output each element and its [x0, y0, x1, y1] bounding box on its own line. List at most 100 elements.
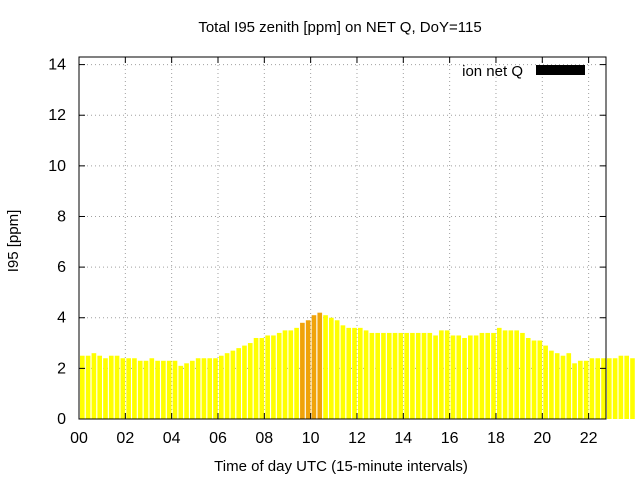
y-tick-label: 10 [48, 158, 66, 175]
x-axis-title: Time of day UTC (15-minute intervals) [214, 458, 468, 475]
bar [149, 358, 155, 419]
bar [525, 337, 531, 419]
bar [514, 330, 519, 419]
bar [294, 327, 299, 419]
y-axis-title: I95 [ppm] [5, 210, 22, 273]
bar [508, 330, 514, 419]
x-tick-label: 14 [394, 430, 412, 447]
bar [496, 327, 502, 419]
bar [126, 358, 131, 419]
legend: ion net Q [462, 63, 585, 80]
bar [468, 335, 473, 419]
chart-title: Total I95 zenith [ppm] on NET Q, DoY=115 [198, 19, 481, 36]
legend-swatch [536, 65, 585, 75]
bar [207, 358, 213, 419]
bar [91, 353, 97, 419]
y-tick-label: 0 [57, 411, 66, 428]
bar [195, 358, 201, 419]
bar [462, 337, 467, 419]
bar [282, 330, 288, 419]
bar [491, 332, 496, 419]
bar [247, 343, 253, 419]
bar [369, 332, 375, 419]
x-tick-label: 06 [209, 430, 227, 447]
y-tick-label: 2 [57, 360, 66, 377]
bar [618, 355, 624, 419]
bar [473, 335, 479, 419]
bar [213, 358, 218, 419]
x-tick-label: 16 [441, 430, 459, 447]
bar [132, 358, 137, 419]
plot-frame [78, 56, 607, 420]
bar [346, 327, 352, 419]
bar [415, 332, 421, 419]
bar [80, 355, 85, 419]
bar [543, 345, 548, 419]
bar [265, 335, 270, 419]
bar [520, 332, 525, 419]
bar [433, 335, 438, 419]
bar [595, 358, 601, 419]
bar [276, 332, 282, 419]
bar [583, 360, 589, 419]
bar [410, 332, 415, 419]
bar [114, 355, 120, 419]
bar [334, 320, 340, 419]
x-tick-label: 20 [533, 430, 551, 447]
y-tick-label: 12 [48, 107, 66, 124]
bar [444, 330, 450, 419]
bar [236, 348, 241, 419]
bar [103, 358, 108, 419]
x-tick-label: 12 [348, 430, 366, 447]
x-tick-label: 10 [302, 430, 320, 447]
bar [161, 360, 166, 419]
bar [201, 358, 207, 419]
bar [578, 360, 583, 419]
bar [259, 337, 265, 419]
bar [421, 332, 427, 419]
bar [300, 322, 305, 419]
x-tick-label: 08 [255, 430, 273, 447]
bar [612, 358, 618, 419]
x-tick-label: 00 [70, 430, 88, 447]
bar [85, 355, 91, 419]
bar [560, 355, 566, 419]
bar [172, 360, 178, 419]
bar [601, 358, 606, 419]
bar [554, 353, 560, 419]
x-axis-ticks: 00 02 04 06 08 10 12 14 16 18 20 22 [70, 57, 598, 447]
bar [386, 332, 392, 419]
bar [537, 340, 543, 419]
bar [97, 355, 103, 419]
bar [352, 327, 357, 419]
y-tick-label: 4 [57, 310, 66, 327]
bar [566, 353, 572, 419]
bars [80, 312, 635, 419]
bar [485, 332, 491, 419]
y-axis-ticks: 0 2 4 6 8 10 12 14 [48, 57, 606, 428]
bar [589, 358, 595, 419]
bar [137, 360, 143, 419]
bar [607, 358, 612, 419]
bar [108, 355, 114, 419]
bar [178, 365, 184, 419]
y-tick-label: 6 [57, 259, 66, 276]
bar [439, 330, 444, 419]
bar [456, 335, 462, 419]
bar [305, 320, 311, 419]
bar [375, 332, 380, 419]
bar [502, 330, 508, 419]
x-tick-label: 22 [580, 430, 598, 447]
bar [392, 332, 398, 419]
bar [311, 315, 317, 419]
x-tick-label: 02 [116, 430, 134, 447]
y-tick-label: 8 [57, 208, 66, 225]
bar [381, 332, 386, 419]
bar [340, 325, 346, 419]
bar [427, 332, 433, 419]
bar [404, 332, 409, 419]
bar [120, 358, 126, 419]
bar [143, 360, 149, 419]
bar [242, 345, 247, 419]
